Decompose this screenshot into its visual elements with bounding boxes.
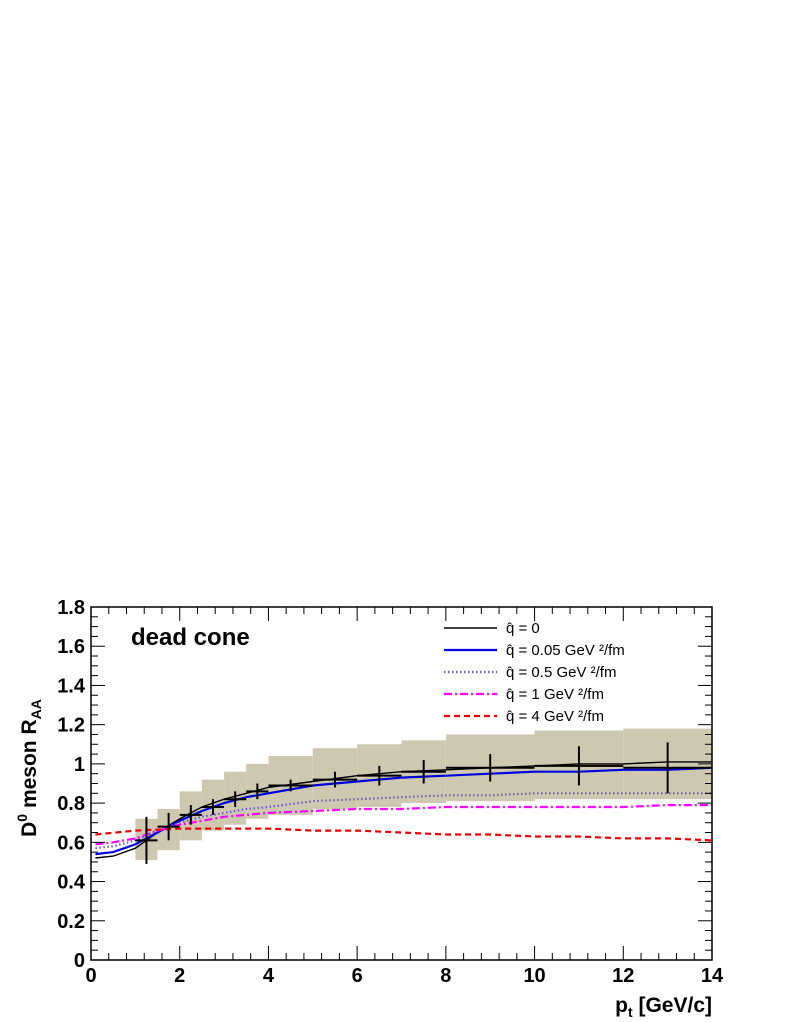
y-axis-title-rest: meson R <box>18 719 41 814</box>
data-point-3 <box>201 799 225 815</box>
y-tick-label-9: 1.8 <box>57 597 85 619</box>
x-tick-label-0: 0 <box>85 965 96 987</box>
tick-labels: 0 2 4 6 8 10 12 14 0 0.2 0.4 0.6 0.8 1 1.2 1.4 1.6 1.8 <box>57 597 724 987</box>
x-axis-title-unit: [GeV/c] <box>633 994 712 1017</box>
y-axis-title-main: D <box>18 822 41 837</box>
axis-ticks <box>90 606 713 961</box>
x-tick-label-4: 8 <box>440 965 451 987</box>
data-point-6 <box>268 779 313 792</box>
y-tick-label-7: 1.4 <box>57 675 86 697</box>
data-point-1 <box>157 812 180 841</box>
legend: q̂ = 0 q̂ = 0.05 GeV ²/fm q̂ = 0.5 GeV ²/f… <box>444 620 625 725</box>
x-tick-label-3: 6 <box>352 965 363 987</box>
data-point-12 <box>623 742 712 794</box>
x-tick-label-7: 14 <box>701 965 724 987</box>
x-axis-title: pt [GeV/c] <box>615 994 712 1020</box>
data-point-5 <box>246 783 269 800</box>
chart-annotation: dead cone <box>131 624 250 651</box>
data-point-7 <box>312 771 358 788</box>
data-point-10 <box>445 754 535 782</box>
data-point-4 <box>224 791 247 808</box>
y-axis-title-sub: AA <box>28 699 44 719</box>
y-tick-label-0: 0 <box>74 950 85 972</box>
series-line-4 <box>95 827 713 842</box>
legend-label-1: q̂ = 0.05 GeV ²/fm <box>506 642 625 659</box>
data-point-8 <box>357 765 402 786</box>
y-axis-title: D0 meson RAA <box>14 699 44 837</box>
y-tick-label-6: 1.2 <box>57 715 85 737</box>
data-point-11 <box>534 746 624 786</box>
x-axis-title-sub: t <box>628 1004 633 1020</box>
y-tick-label-1: 0.2 <box>57 911 85 933</box>
legend-label-4: q̂ = 4 GeV ²/fm <box>506 708 604 725</box>
x-tick-label-2: 4 <box>263 965 275 987</box>
data-point-9 <box>401 759 446 784</box>
data-points <box>135 742 712 864</box>
y-tick-label-3: 0.6 <box>57 832 85 854</box>
x-tick-label-1: 2 <box>174 965 185 987</box>
legend-label-3: q̂ = 1 GeV ²/fm <box>506 686 604 703</box>
series-line-3 <box>95 803 712 846</box>
y-tick-label-2: 0.4 <box>57 872 86 894</box>
x-tick-label-6: 12 <box>612 965 634 987</box>
x-axis-title-main: p <box>615 994 628 1017</box>
y-tick-label-4: 0.8 <box>57 793 85 815</box>
data-point-0 <box>135 816 158 864</box>
legend-label-2: q̂ = 0.5 GeV ²/fm <box>506 664 616 681</box>
y-axis-title-sup: 0 <box>14 814 30 822</box>
x-tick-label-5: 10 <box>523 965 545 987</box>
legend-label-0: q̂ = 0 <box>506 620 540 637</box>
data-point-2 <box>179 805 202 825</box>
y-tick-label-8: 1.6 <box>57 636 85 658</box>
y-tick-label-5: 1 <box>74 754 85 776</box>
